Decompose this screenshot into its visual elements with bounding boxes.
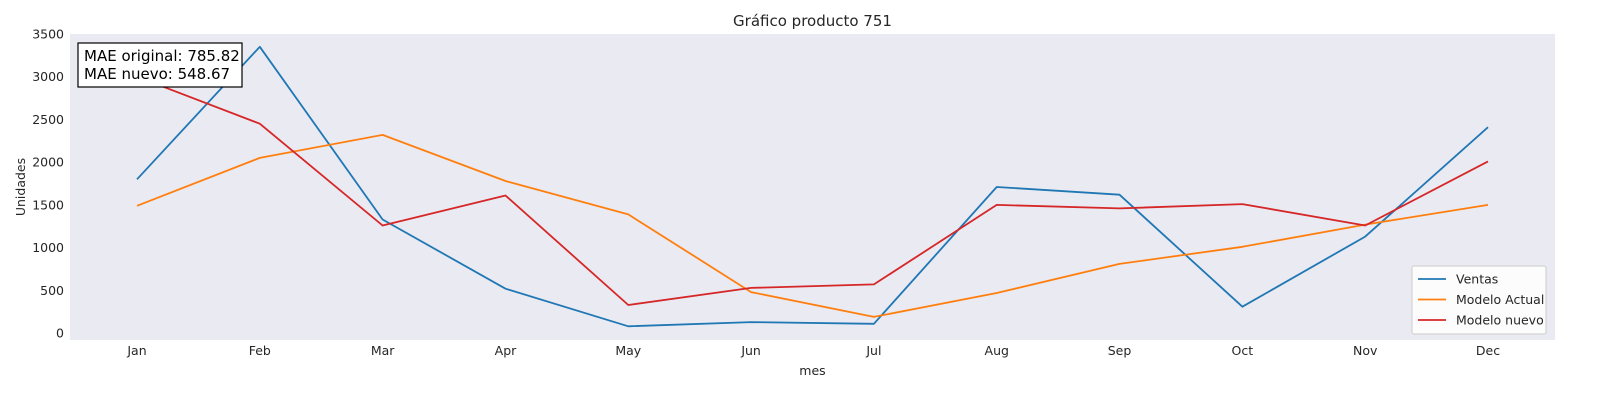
y-axis: 0 500 1000 1500 2000 2500 3000 3500 — [32, 27, 64, 341]
legend-item-label: Modelo Actual — [1456, 292, 1544, 307]
series-line-3 — [136, 75, 1489, 306]
x-tick-label: Jun — [740, 343, 761, 358]
x-tick-label: Jul — [865, 343, 881, 358]
x-tick-label: May — [615, 343, 641, 358]
legend: Ventas Modelo Actual Modelo nuevo — [1411, 265, 1547, 335]
y-tick-label: 2000 — [32, 155, 64, 170]
legend-item-label: Modelo nuevo — [1456, 313, 1544, 328]
y-tick-label: 1000 — [32, 240, 64, 255]
x-tick-label: Feb — [249, 343, 271, 358]
y-tick-label: 3000 — [32, 69, 64, 84]
x-tick-label: Aug — [985, 343, 1009, 358]
x-axis: Jan Feb Mar Apr May Jun Jul Aug Sep Oct Nov Dec — [126, 343, 1500, 358]
annotation-mae-original: MAE original: 785.82 — [84, 47, 240, 65]
y-tick-label: 2500 — [32, 112, 64, 127]
series-layer — [136, 45, 1489, 328]
x-tick-label: Mar — [371, 343, 395, 358]
y-tick-label: 0 — [56, 326, 64, 341]
annotation-mae-nuevo: MAE nuevo: 548.67 — [84, 65, 230, 83]
mae-annotation: MAE original: 785.82 MAE nuevo: 548.67 — [77, 42, 243, 88]
chart-title: Gráfico producto 751 — [733, 12, 892, 30]
x-tick-label: Sep — [1108, 343, 1132, 358]
x-tick-label: Apr — [495, 343, 517, 358]
y-tick-label: 1500 — [32, 197, 64, 212]
series-line-2 — [136, 133, 1489, 318]
x-axis-label: mes — [799, 363, 825, 378]
x-tick-label: Dec — [1476, 343, 1500, 358]
y-axis-label: Unidades — [13, 158, 28, 216]
legend-item-label: Ventas — [1456, 272, 1498, 287]
annotation-box — [77, 42, 243, 88]
y-tick-label: 500 — [40, 283, 64, 298]
x-tick-label: Nov — [1353, 343, 1378, 358]
plot-area — [70, 34, 1555, 340]
legend-box — [1411, 265, 1547, 335]
y-tick-label: 3500 — [32, 27, 64, 42]
x-tick-label: Jan — [126, 343, 146, 358]
x-tick-label: Oct — [1232, 343, 1254, 358]
series-line-1 — [136, 45, 1489, 328]
